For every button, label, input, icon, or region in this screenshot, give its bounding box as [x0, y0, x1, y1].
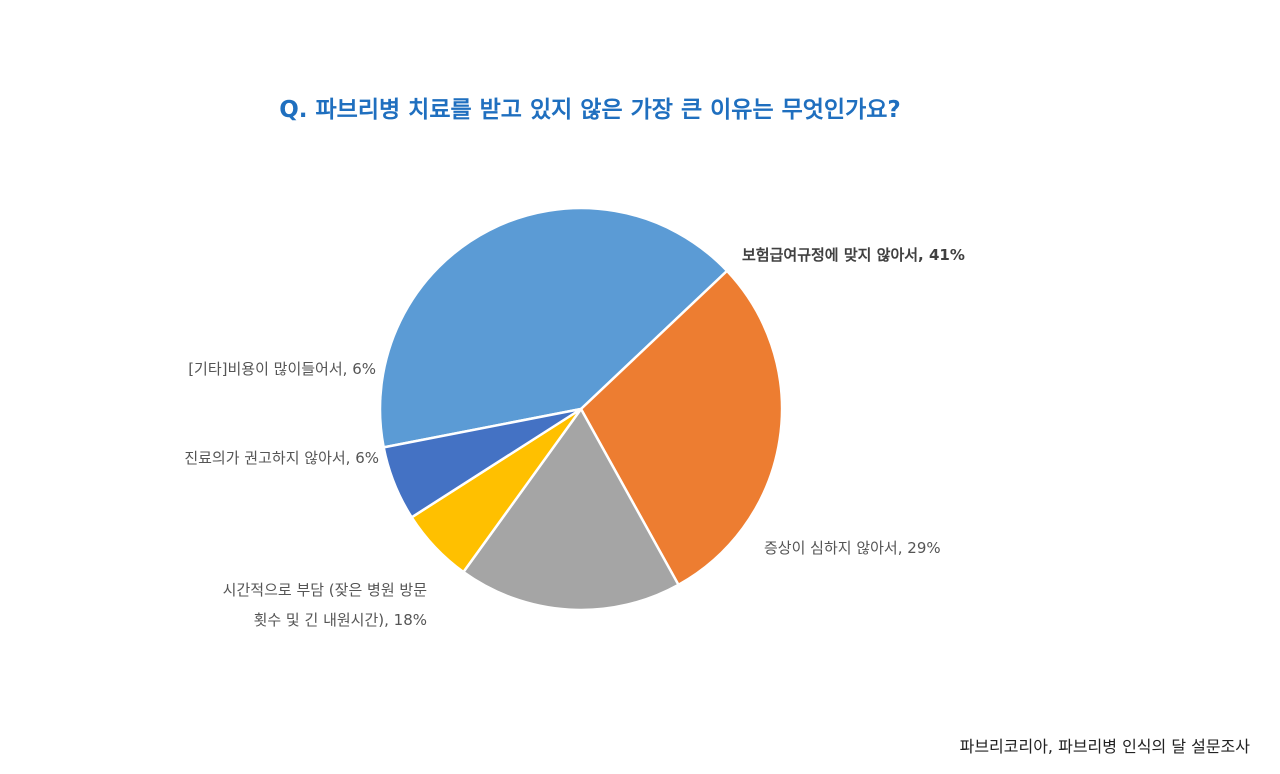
- slice-label-4: 진료의가 권고하지 않아서, 6%: [184, 449, 379, 467]
- slice-label-1: 보험급여규정에 맞지 않아서, 41%: [742, 246, 965, 264]
- source-note: 파브리코리아, 파브리병 인식의 달 설문조사: [959, 737, 1250, 756]
- pie-slice-3: [462, 407, 680, 612]
- slice-label-3: 시간적으로 부담 (잦은 병원 방문 횟수 및 긴 내원시간), 18%: [223, 581, 428, 629]
- pie-slice-5: [382, 407, 583, 519]
- pie-slice-1: [378, 206, 729, 449]
- chart-title: Q. 파브리병 치료를 받고 있지 않은 가장 큰 이유는 무엇인가요?: [279, 97, 901, 123]
- slice-label-5: [기타]비용이 많이들어서, 6%: [188, 360, 376, 378]
- pie-slice-2: [579, 269, 784, 587]
- slice-label-2: 증상이 심하지 않아서, 29%: [764, 539, 941, 557]
